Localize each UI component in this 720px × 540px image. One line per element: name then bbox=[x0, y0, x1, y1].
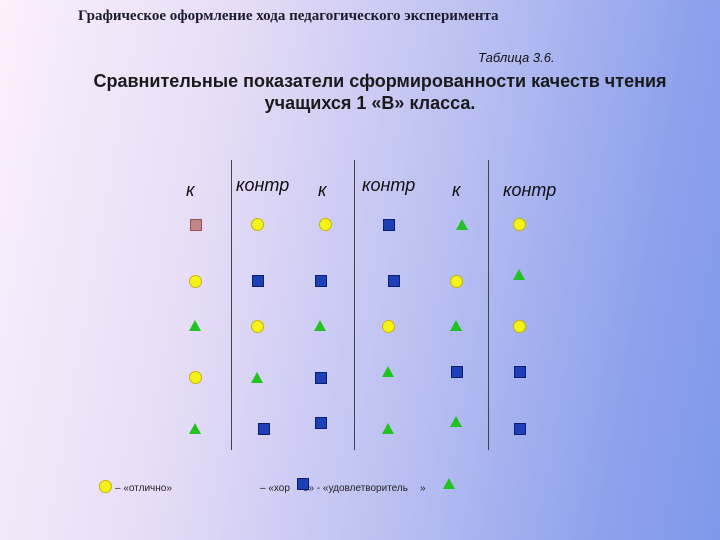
marker-excellent bbox=[382, 320, 395, 333]
column-header-kontr-2: контр bbox=[362, 175, 416, 195]
column-header-kontr-3: контр bbox=[503, 180, 557, 200]
marker-satisfactory bbox=[251, 372, 263, 383]
column-header-k-3: к bbox=[452, 180, 461, 200]
marker-satisfactory bbox=[456, 219, 468, 230]
column-header-kontr-1: контр bbox=[236, 175, 290, 195]
main-title-line-1: Сравнительные показатели сформированност… bbox=[93, 71, 667, 91]
column-header-k-1: к bbox=[186, 180, 195, 200]
marker-satisfactory bbox=[189, 320, 201, 331]
marker-excellent bbox=[513, 218, 526, 231]
column-divider bbox=[354, 160, 355, 450]
legend-good-label: – «хор о» - «удовлетворитель» bbox=[260, 483, 426, 494]
marker-good bbox=[252, 275, 264, 287]
column-divider bbox=[231, 160, 232, 450]
marker-satisfactory bbox=[382, 423, 394, 434]
marker-satisfactory bbox=[314, 320, 326, 331]
legend-excellent-icon bbox=[99, 480, 112, 493]
marker-satisfactory bbox=[513, 269, 525, 280]
marker-excellent bbox=[189, 371, 202, 384]
table-label: Таблица 3.6. bbox=[478, 50, 555, 65]
marker-good bbox=[388, 275, 400, 287]
marker-excellent bbox=[319, 218, 332, 231]
marker-excellent bbox=[513, 320, 526, 333]
marker-excellent bbox=[450, 275, 463, 288]
main-title-line-2: учащихся 1 «В» класса. bbox=[264, 93, 476, 113]
marker-good bbox=[451, 366, 463, 378]
marker-satisfactory bbox=[450, 320, 462, 331]
marker-good bbox=[315, 417, 327, 429]
marker-good bbox=[258, 423, 270, 435]
main-title: Сравнительные показатели сформированност… bbox=[0, 70, 720, 114]
marker-good bbox=[514, 423, 526, 435]
marker-good bbox=[315, 372, 327, 384]
marker-excellent bbox=[251, 218, 264, 231]
marker-excellent bbox=[189, 275, 202, 288]
marker-satisfactory bbox=[382, 366, 394, 377]
marker-other bbox=[190, 219, 202, 231]
legend-good-icon bbox=[297, 478, 309, 490]
legend-excellent-label: – «отлично» bbox=[115, 483, 172, 494]
column-header-k-2: к bbox=[318, 180, 327, 200]
marker-excellent bbox=[251, 320, 264, 333]
marker-good bbox=[383, 219, 395, 231]
column-divider bbox=[488, 160, 489, 450]
marker-satisfactory bbox=[450, 416, 462, 427]
marker-good bbox=[315, 275, 327, 287]
marker-good bbox=[514, 366, 526, 378]
legend-satisfactory-icon bbox=[443, 478, 455, 489]
marker-satisfactory bbox=[189, 423, 201, 434]
header-title: Графическое оформление хода педагогическ… bbox=[78, 8, 499, 24]
